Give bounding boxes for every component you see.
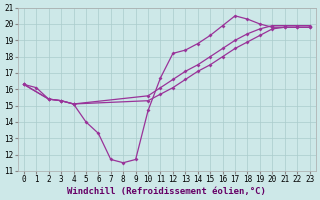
X-axis label: Windchill (Refroidissement éolien,°C): Windchill (Refroidissement éolien,°C) [67,187,266,196]
